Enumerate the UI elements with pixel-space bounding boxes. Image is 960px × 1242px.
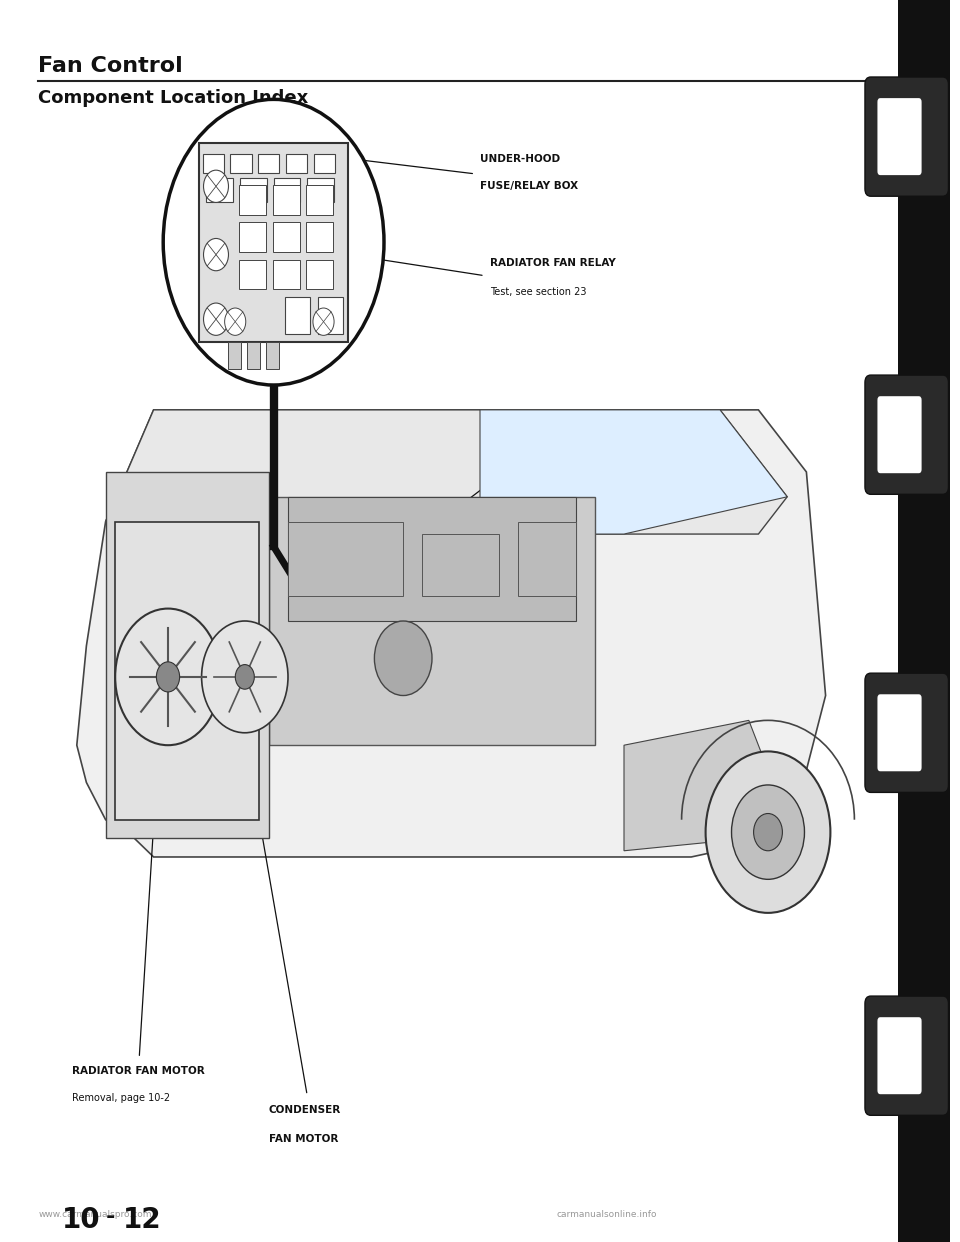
Bar <box>274 178 300 202</box>
Text: -: - <box>106 1207 115 1227</box>
Bar <box>203 154 224 173</box>
Bar <box>273 260 300 289</box>
Circle shape <box>204 303 228 335</box>
Text: www.carmanualspro.com: www.carmanualspro.com <box>38 1210 152 1220</box>
Bar <box>239 185 266 215</box>
Text: RADIATOR FAN: RADIATOR FAN <box>490 447 576 457</box>
Text: SWITCH: SWITCH <box>490 472 536 482</box>
Bar <box>306 222 333 252</box>
Bar <box>422 534 499 596</box>
Bar <box>306 260 333 289</box>
Bar <box>518 522 576 596</box>
Circle shape <box>204 170 228 202</box>
FancyBboxPatch shape <box>865 375 948 494</box>
Bar <box>199 143 348 342</box>
FancyBboxPatch shape <box>877 694 922 771</box>
Bar <box>288 522 403 596</box>
Polygon shape <box>106 410 787 534</box>
FancyBboxPatch shape <box>865 673 948 792</box>
Bar <box>230 154 252 173</box>
Text: FAN MOTOR: FAN MOTOR <box>269 1134 338 1144</box>
Circle shape <box>313 308 334 335</box>
Bar <box>258 154 279 173</box>
Bar <box>898 0 950 1242</box>
Bar <box>38 75 874 1155</box>
FancyBboxPatch shape <box>877 98 922 175</box>
Circle shape <box>706 751 830 913</box>
Polygon shape <box>480 410 787 534</box>
Text: Fan Control: Fan Control <box>38 56 183 76</box>
Circle shape <box>225 308 246 335</box>
Circle shape <box>374 621 432 696</box>
Bar <box>285 297 310 334</box>
Text: 10: 10 <box>62 1206 101 1233</box>
Circle shape <box>202 621 288 733</box>
FancyBboxPatch shape <box>877 1017 922 1094</box>
Text: 12: 12 <box>123 1206 161 1233</box>
Text: Test, see section 23: Test, see section 23 <box>490 287 587 297</box>
Text: Removal, page 10-10: Removal, page 10-10 <box>490 497 593 507</box>
Circle shape <box>204 238 228 271</box>
Text: FUSE/RELAY BOX: FUSE/RELAY BOX <box>480 181 578 191</box>
Bar <box>239 260 266 289</box>
Bar <box>306 185 333 215</box>
Polygon shape <box>77 410 826 857</box>
Text: Removal, page 10-2: Removal, page 10-2 <box>72 1093 170 1103</box>
Text: Test, page 10-14: Test, page 10-14 <box>490 520 570 530</box>
Text: CONDENSER: CONDENSER <box>269 1105 341 1115</box>
Text: UNDER-HOOD: UNDER-HOOD <box>480 154 560 164</box>
FancyBboxPatch shape <box>865 77 948 196</box>
Polygon shape <box>624 720 768 851</box>
Circle shape <box>156 662 180 692</box>
Text: carmanualsonline.info: carmanualsonline.info <box>557 1210 658 1220</box>
Bar <box>266 342 279 369</box>
Bar <box>240 178 267 202</box>
Bar <box>318 297 343 334</box>
Bar <box>239 222 266 252</box>
Polygon shape <box>269 497 595 745</box>
Polygon shape <box>115 522 259 820</box>
Bar <box>247 342 260 369</box>
Bar <box>314 154 335 173</box>
Bar <box>228 342 241 369</box>
Text: RADIATOR FAN RELAY: RADIATOR FAN RELAY <box>490 258 615 268</box>
Text: RADIATOR FAN MOTOR: RADIATOR FAN MOTOR <box>72 1066 204 1076</box>
Circle shape <box>732 785 804 879</box>
Bar <box>286 154 307 173</box>
Circle shape <box>235 664 254 689</box>
Bar <box>307 178 334 202</box>
Text: Component Location Index: Component Location Index <box>38 89 309 107</box>
Bar <box>273 185 300 215</box>
FancyBboxPatch shape <box>877 396 922 473</box>
Circle shape <box>163 99 384 385</box>
Polygon shape <box>288 497 576 621</box>
Circle shape <box>115 609 221 745</box>
Bar <box>206 178 233 202</box>
Polygon shape <box>106 472 269 838</box>
Bar <box>273 222 300 252</box>
FancyBboxPatch shape <box>865 996 948 1115</box>
Circle shape <box>754 814 782 851</box>
